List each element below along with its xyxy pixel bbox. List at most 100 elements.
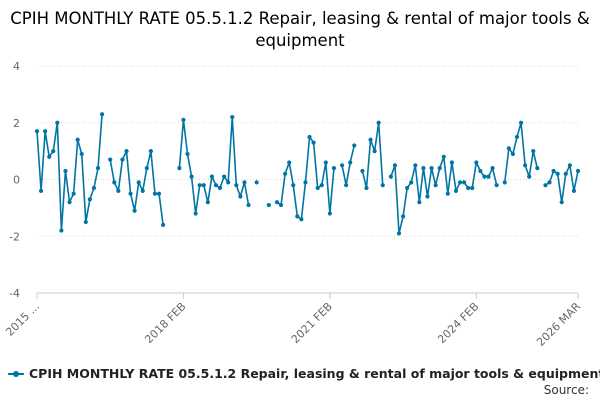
data-point[interactable] <box>189 174 194 179</box>
data-point[interactable] <box>364 185 369 191</box>
data-point[interactable] <box>213 183 219 188</box>
data-point[interactable] <box>230 114 235 120</box>
data-point[interactable] <box>266 202 271 208</box>
data-point[interactable] <box>482 174 487 179</box>
data-point[interactable] <box>506 146 511 151</box>
data-point[interactable] <box>551 168 556 174</box>
data-point[interactable] <box>433 183 438 188</box>
data-point[interactable] <box>278 202 284 208</box>
data-point[interactable] <box>311 140 316 145</box>
data-point[interactable] <box>547 180 552 185</box>
data-point[interactable] <box>344 183 349 188</box>
data-point[interactable] <box>116 188 121 193</box>
data-point[interactable] <box>392 163 398 168</box>
data-point[interactable] <box>437 166 442 171</box>
data-point[interactable] <box>494 183 499 188</box>
data-point[interactable] <box>91 185 97 191</box>
data-point[interactable] <box>197 183 202 188</box>
data-point[interactable] <box>559 200 564 205</box>
data-point[interactable] <box>535 166 540 171</box>
data-point[interactable] <box>462 180 467 185</box>
data-point[interactable] <box>120 157 125 162</box>
data-point[interactable] <box>543 183 548 188</box>
data-point[interactable] <box>79 151 84 157</box>
legend[interactable]: CPIH MONTHLY RATE 05.5.1.2 Repair, leasi… <box>8 366 600 381</box>
data-point[interactable] <box>319 183 324 188</box>
data-point[interactable] <box>368 137 373 142</box>
data-point[interactable] <box>274 200 280 205</box>
data-point[interactable] <box>217 185 223 191</box>
data-point[interactable] <box>445 191 450 196</box>
data-point[interactable] <box>43 129 48 134</box>
data-point[interactable] <box>144 166 149 171</box>
data-point[interactable] <box>222 174 227 179</box>
data-point[interactable] <box>510 151 516 157</box>
data-point[interactable] <box>63 168 68 174</box>
data-point[interactable] <box>75 137 80 142</box>
data-point[interactable] <box>457 180 463 185</box>
data-point[interactable] <box>83 219 88 225</box>
data-point[interactable] <box>409 180 414 185</box>
data-point[interactable] <box>474 160 479 165</box>
data-point[interactable] <box>466 185 471 191</box>
data-point[interactable] <box>51 149 56 154</box>
data-point[interactable] <box>299 217 304 222</box>
data-point[interactable] <box>34 129 40 134</box>
data-point[interactable] <box>108 157 113 162</box>
data-point[interactable] <box>563 171 568 176</box>
data-point[interactable] <box>148 149 153 154</box>
data-point[interactable] <box>315 185 320 191</box>
data-point[interactable] <box>67 200 72 205</box>
data-point[interactable] <box>47 154 52 159</box>
data-point[interactable] <box>152 191 158 196</box>
data-point[interactable] <box>181 117 186 123</box>
data-point[interactable] <box>348 160 353 165</box>
data-point[interactable] <box>246 202 251 208</box>
data-point[interactable] <box>132 208 137 213</box>
data-point[interactable] <box>124 149 129 154</box>
data-point[interactable] <box>470 185 475 191</box>
data-point[interactable] <box>531 149 536 154</box>
data-point[interactable] <box>490 166 495 171</box>
data-point[interactable] <box>388 174 393 179</box>
data-point[interactable] <box>283 171 288 176</box>
data-point[interactable] <box>99 112 105 117</box>
data-point[interactable] <box>327 211 332 216</box>
data-point[interactable] <box>291 183 296 188</box>
data-point[interactable] <box>287 160 292 165</box>
data-point[interactable] <box>400 214 406 219</box>
data-point[interactable] <box>478 168 483 174</box>
data-point[interactable] <box>161 222 166 227</box>
data-point[interactable] <box>234 183 239 188</box>
data-point[interactable] <box>55 120 60 125</box>
data-point[interactable] <box>380 183 385 188</box>
data-point[interactable] <box>242 180 247 185</box>
data-point[interactable] <box>95 166 101 171</box>
data-point[interactable] <box>571 188 577 193</box>
data-point[interactable] <box>453 188 459 193</box>
data-point[interactable] <box>396 231 402 236</box>
data-point[interactable] <box>71 191 76 196</box>
data-point[interactable] <box>352 143 357 148</box>
data-point[interactable] <box>201 183 206 188</box>
data-point[interactable] <box>140 188 145 193</box>
data-point[interactable] <box>303 180 308 185</box>
data-point[interactable] <box>518 120 524 125</box>
data-point[interactable] <box>331 166 337 171</box>
data-point[interactable] <box>238 194 243 199</box>
data-point[interactable] <box>193 211 198 216</box>
data-point[interactable] <box>87 197 92 202</box>
data-point[interactable] <box>575 168 581 174</box>
data-point[interactable] <box>421 166 426 171</box>
data-point[interactable] <box>156 191 162 196</box>
data-point[interactable] <box>376 120 381 125</box>
data-point[interactable] <box>413 163 418 168</box>
data-point[interactable] <box>38 188 44 193</box>
data-point[interactable] <box>360 168 365 174</box>
data-point[interactable] <box>128 191 133 196</box>
data-point[interactable] <box>177 166 182 171</box>
data-point[interactable] <box>226 180 231 185</box>
data-point[interactable] <box>425 194 430 199</box>
data-point[interactable] <box>449 160 454 165</box>
data-point[interactable] <box>295 214 300 219</box>
